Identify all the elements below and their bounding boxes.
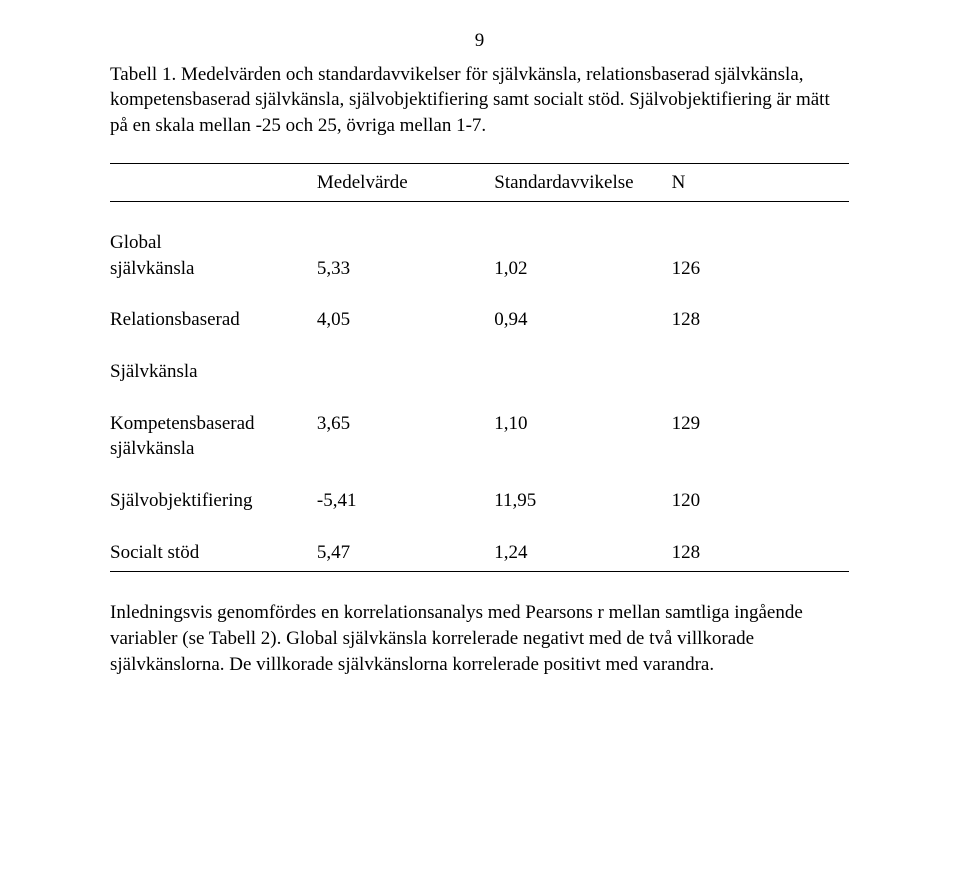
- table-row: Socialt stöd 5,47 1,24 128: [110, 540, 849, 566]
- row-label: Självobjektifiering: [110, 488, 317, 514]
- table-header-row: Medelvärde Standardavvikelse N: [110, 164, 849, 202]
- table-row: självkänsla 5,33 1,02 126: [110, 256, 849, 282]
- row-label: Självkänsla: [110, 359, 317, 385]
- row-label: Kompetensbaserad: [110, 411, 317, 437]
- cell-sd: 1,02: [494, 256, 671, 282]
- cell-sd: 1,24: [494, 540, 671, 566]
- cell-n: 120: [672, 488, 849, 514]
- cell-n: 128: [672, 307, 849, 333]
- table-body: Global självkänsla 5,33 1,02 126 Relatio…: [110, 230, 849, 565]
- header-mean: Medelvärde: [317, 164, 494, 202]
- table-row: Självobjektifiering -5,41 11,95 120: [110, 488, 849, 514]
- table-row: Självkänsla: [110, 359, 849, 385]
- table-row: Relationsbaserad 4,05 0,94 128: [110, 307, 849, 333]
- row-label: Socialt stöd: [110, 540, 317, 566]
- table-row: Global: [110, 230, 849, 256]
- cell-mean: 4,05: [317, 307, 494, 333]
- page: 9 Tabell 1. Medelvärden och standardavvi…: [0, 0, 959, 871]
- table-caption: Tabell 1. Medelvärden och standardavvike…: [110, 62, 849, 139]
- cell-mean: 5,47: [317, 540, 494, 566]
- row-label-cont: självkänsla: [110, 256, 317, 282]
- header-n: N: [672, 164, 849, 202]
- row-label: Global: [110, 230, 317, 256]
- cell-sd: 0,94: [494, 307, 671, 333]
- cell-mean: 3,65: [317, 411, 494, 437]
- cell-n: 126: [672, 256, 849, 282]
- cell-mean: 5,33: [317, 256, 494, 282]
- cell-n: 129: [672, 411, 849, 437]
- row-label: Relationsbaserad: [110, 307, 317, 333]
- rule-mid: [110, 201, 849, 202]
- cell-sd: 11,95: [494, 488, 671, 514]
- rule-bottom: [110, 571, 849, 572]
- row-label-cont: självkänsla: [110, 436, 317, 462]
- cell-sd: 1,10: [494, 411, 671, 437]
- cell-mean: -5,41: [317, 488, 494, 514]
- cell-n: 128: [672, 540, 849, 566]
- header-sd: Standardavvikelse: [494, 164, 671, 202]
- table-row: Kompetensbaserad 3,65 1,10 129: [110, 411, 849, 437]
- page-number: 9: [110, 28, 849, 54]
- table-row: självkänsla: [110, 436, 849, 462]
- table-header: Medelvärde Standardavvikelse N: [110, 164, 849, 202]
- body-paragraph: Inledningsvis genomfördes en korrelation…: [110, 600, 849, 677]
- header-blank: [110, 164, 317, 202]
